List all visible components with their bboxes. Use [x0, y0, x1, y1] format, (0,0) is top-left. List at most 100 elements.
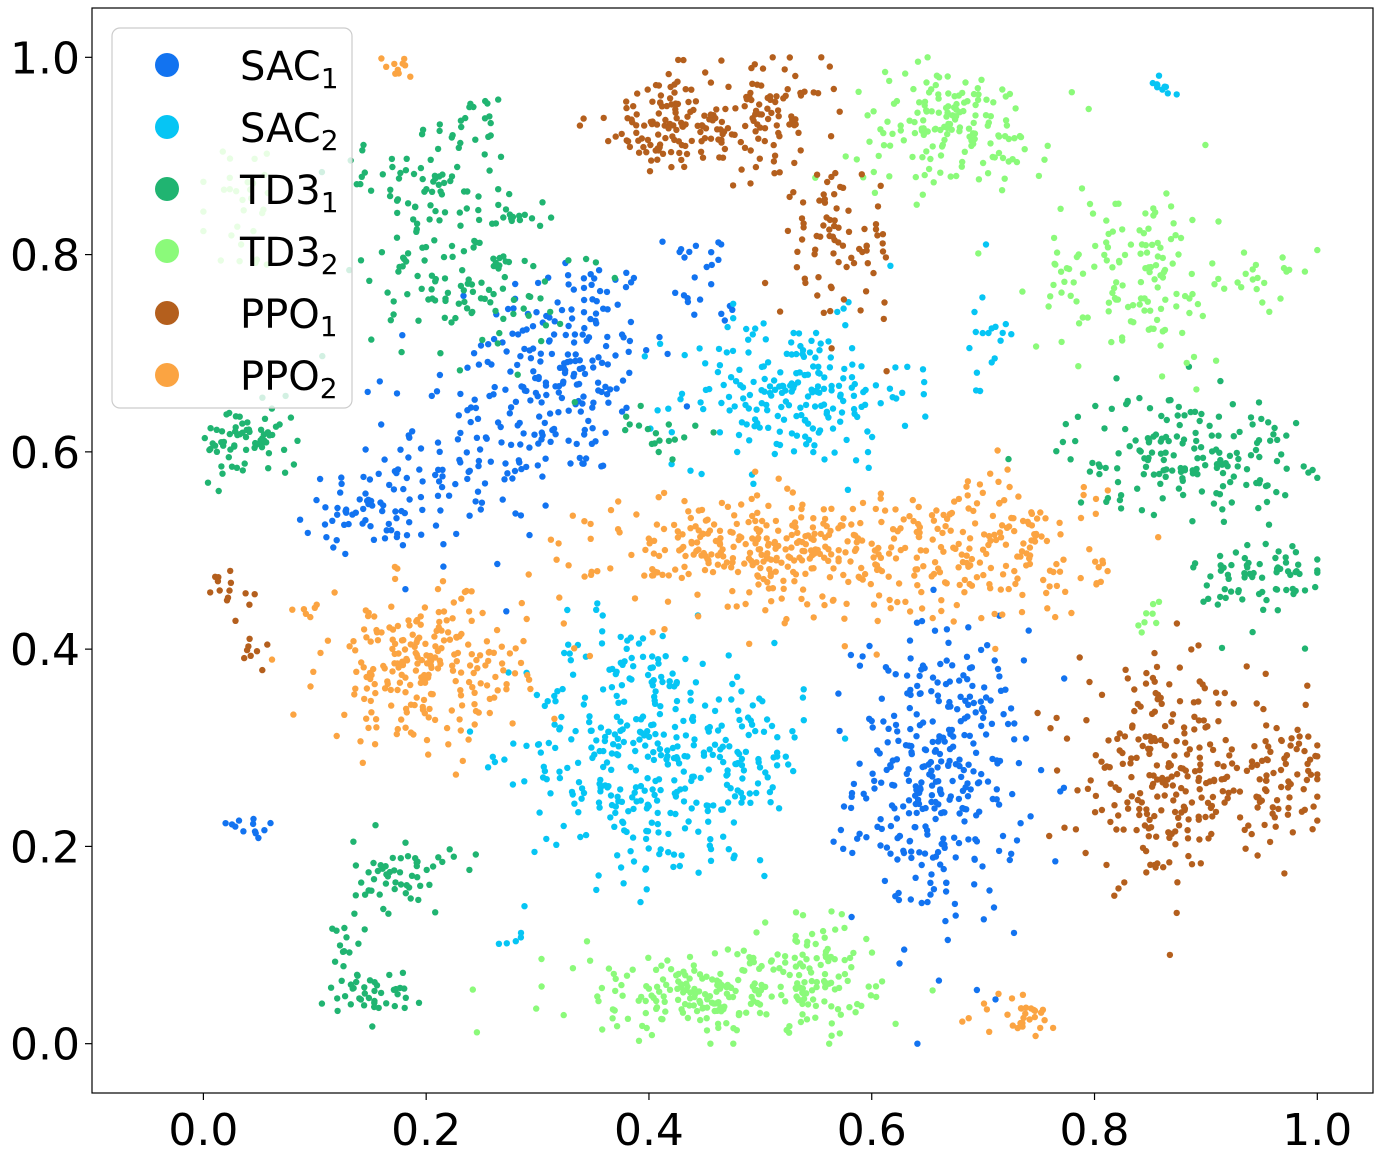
point-TD32	[1068, 89, 1076, 96]
point-SAC1	[940, 835, 947, 842]
point-SAC1	[992, 996, 999, 1003]
point-TD32	[958, 163, 965, 170]
point-SAC2	[676, 862, 683, 870]
point-SAC1	[485, 341, 492, 348]
point-SAC2	[763, 401, 770, 409]
point-TD32	[695, 988, 703, 995]
point-SAC1	[440, 541, 447, 548]
point-SAC1	[625, 348, 632, 355]
point-TD32	[605, 965, 613, 972]
point-TD32	[863, 935, 870, 943]
point-SAC1	[906, 704, 913, 712]
point-TD31	[1232, 549, 1240, 556]
point-SAC2	[810, 363, 817, 370]
point-SAC1	[916, 849, 923, 856]
point-PPO1	[1256, 776, 1263, 783]
point-SAC2	[892, 364, 899, 371]
point-SAC1	[599, 462, 607, 469]
point-TD31	[481, 295, 488, 302]
point-PPO2	[458, 595, 465, 602]
point-SAC2	[842, 322, 849, 329]
point-SAC2	[783, 350, 790, 357]
point-SAC1	[393, 515, 400, 522]
point-TD32	[974, 96, 982, 104]
point-SAC2	[665, 405, 672, 412]
point-TD32	[1086, 200, 1094, 208]
point-PPO1	[1180, 724, 1188, 731]
point-TD31	[1162, 473, 1169, 480]
point-TD31	[541, 278, 549, 285]
point-PPO1	[1206, 741, 1214, 748]
point-TD31	[417, 164, 425, 172]
point-TD32	[1157, 342, 1164, 349]
point-TD32	[982, 112, 990, 119]
point-SAC2	[685, 818, 692, 825]
point-TD32	[613, 1022, 621, 1030]
point-PPO1	[791, 159, 798, 167]
point-SAC1	[908, 750, 915, 758]
point-PPO1	[1183, 751, 1191, 758]
point-SAC1	[686, 248, 693, 256]
point-PPO2	[952, 545, 959, 552]
point-SAC2	[687, 467, 694, 474]
point-TD32	[1129, 302, 1137, 309]
point-TD31	[1198, 488, 1206, 495]
point-SAC1	[961, 715, 968, 722]
point-PPO1	[1269, 804, 1277, 811]
point-PPO2	[352, 647, 359, 654]
point-SAC2	[808, 337, 815, 344]
point-SAC2	[812, 354, 819, 361]
point-TD32	[569, 965, 577, 972]
point-SAC1	[405, 454, 412, 461]
point-PPO2	[840, 571, 847, 579]
point-TD32	[1238, 284, 1245, 291]
point-SAC2	[790, 329, 797, 337]
point-PPO1	[1196, 754, 1204, 761]
point-TD32	[1135, 622, 1142, 629]
point-SAC1	[928, 688, 935, 695]
point-PPO2	[468, 588, 475, 595]
point-PPO2	[509, 720, 516, 727]
point-TD32	[1021, 146, 1028, 153]
point-PPO2	[819, 593, 826, 600]
point-PPO1	[874, 232, 881, 239]
point-SAC2	[648, 721, 655, 729]
point-TD32	[1050, 281, 1057, 289]
point-PPO2	[1037, 509, 1044, 516]
point-SAC1	[400, 485, 407, 493]
point-PPO1	[1053, 714, 1060, 722]
point-TD32	[970, 140, 977, 148]
point-PPO2	[587, 520, 594, 528]
point-SAC2	[593, 737, 600, 744]
axes-layer: 0.0 0.2 0.4 0.6 0.8 1.00.00.20.40.60.81.0	[10, 7, 1374, 1155]
point-TD31	[294, 437, 301, 444]
point-SAC2	[755, 759, 762, 766]
point-SAC1	[249, 820, 257, 828]
point-PPO1	[701, 112, 708, 119]
point-PPO1	[839, 242, 847, 249]
point-TD31	[520, 305, 527, 312]
point-SAC2	[706, 746, 713, 753]
point-PPO1	[729, 182, 737, 189]
point-TD32	[1075, 363, 1082, 370]
point-TD32	[828, 1032, 835, 1039]
point-TD31	[1108, 405, 1116, 412]
point-SAC1	[856, 662, 864, 669]
point-TD32	[819, 927, 827, 935]
point-PPO2	[983, 1006, 991, 1013]
point-SAC2	[821, 374, 828, 381]
point-TD31	[290, 461, 298, 468]
point-PPO1	[882, 254, 890, 261]
point-PPO1	[835, 224, 842, 231]
point-SAC2	[608, 801, 616, 809]
point-PPO1	[833, 205, 840, 212]
point-SAC2	[655, 829, 662, 836]
point-PPO2	[873, 651, 880, 658]
point-SAC1	[643, 347, 650, 354]
point-TD32	[1173, 303, 1180, 310]
point-PPO2	[672, 566, 679, 573]
point-TD32	[966, 133, 973, 140]
point-SAC1	[860, 790, 867, 797]
point-SAC1	[434, 439, 442, 446]
point-PPO1	[251, 591, 258, 598]
